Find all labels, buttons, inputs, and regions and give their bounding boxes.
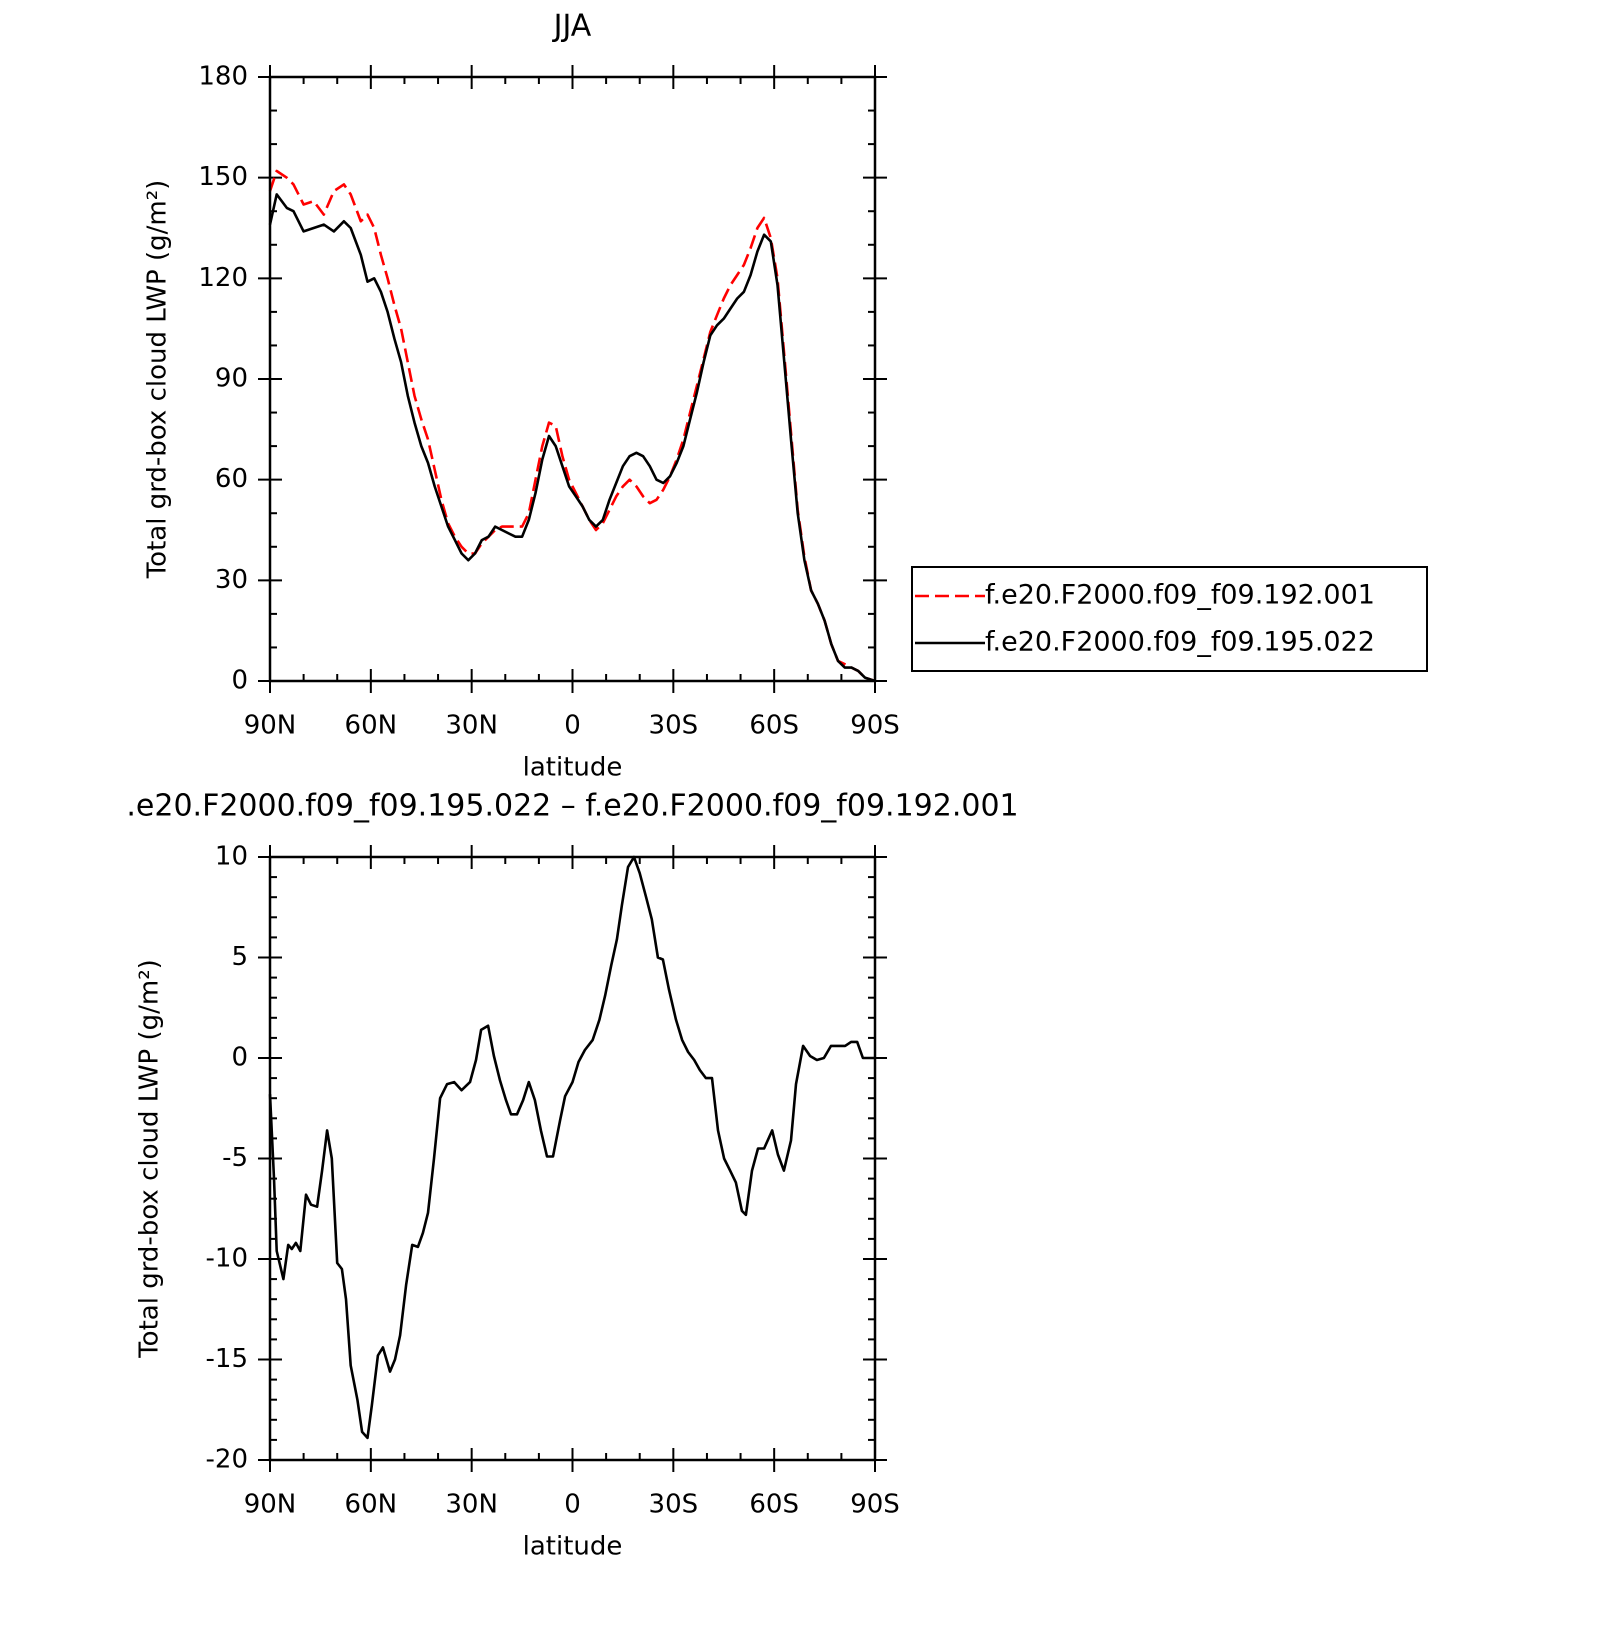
y-tick-label: 30 [215,565,248,595]
legend-frame [911,566,1428,672]
x-tick-label: 60N [345,1490,398,1520]
x-tick-label: 0 [564,1490,581,1520]
y-axis-label: Total grd-box cloud LWP (g/m²) [143,180,173,580]
data-line [268,169,876,683]
y-tick-label: 150 [198,162,248,192]
x-tick-label: 60S [749,711,799,741]
x-tick-label: 30S [649,711,699,741]
x-axis-label: latitude [523,753,623,783]
x-tick-label: 90N [244,711,297,741]
x-tick-label: 60N [345,711,398,741]
x-tick-label: 90S [850,1490,900,1520]
y-tick-label: 0 [231,1043,248,1073]
x-tick-label: 30S [649,1490,699,1520]
y-tick-label: -10 [206,1244,248,1274]
legend: f.e20.F2000.f09_f09.192.001 f.e20.F2000.f… [911,566,1428,672]
y-tick-label: -5 [222,1143,248,1173]
chart-title: .e20.F2000.f09_f09.195.022 – f.e20.F2000… [126,789,1018,824]
x-axis-label: latitude [523,1532,623,1562]
y-tick-label: 60 [215,464,248,494]
y-tick-label: 180 [198,62,248,92]
y-tick-label: 90 [215,364,248,394]
chart-title: JJA [552,9,592,44]
y-tick-label: -20 [206,1445,248,1475]
data-line [268,193,876,683]
data-line [268,855,875,1440]
y-axis-label: Total grd-box cloud LWP (g/m²) [135,959,165,1359]
x-tick-label: 60S [749,1490,799,1520]
x-tick-label: 90N [244,1490,297,1520]
y-tick-label: -15 [206,1344,248,1374]
legend-label: f.e20.F2000.f09_f09.192.001 [985,580,1375,611]
x-tick-label: 30N [445,1490,498,1520]
plot-frame [268,75,877,683]
y-tick-label: 0 [231,666,248,696]
y-tick-label: 120 [198,263,248,293]
plot-frame [268,855,877,1462]
x-tick-label: 0 [564,711,581,741]
x-tick-label: 90S [850,711,900,741]
y-tick-label: 10 [215,842,248,872]
y-tick-label: 5 [231,942,248,972]
legend-label: f.e20.F2000.f09_f09.195.022 [985,627,1375,658]
x-tick-label: 30N [445,711,498,741]
